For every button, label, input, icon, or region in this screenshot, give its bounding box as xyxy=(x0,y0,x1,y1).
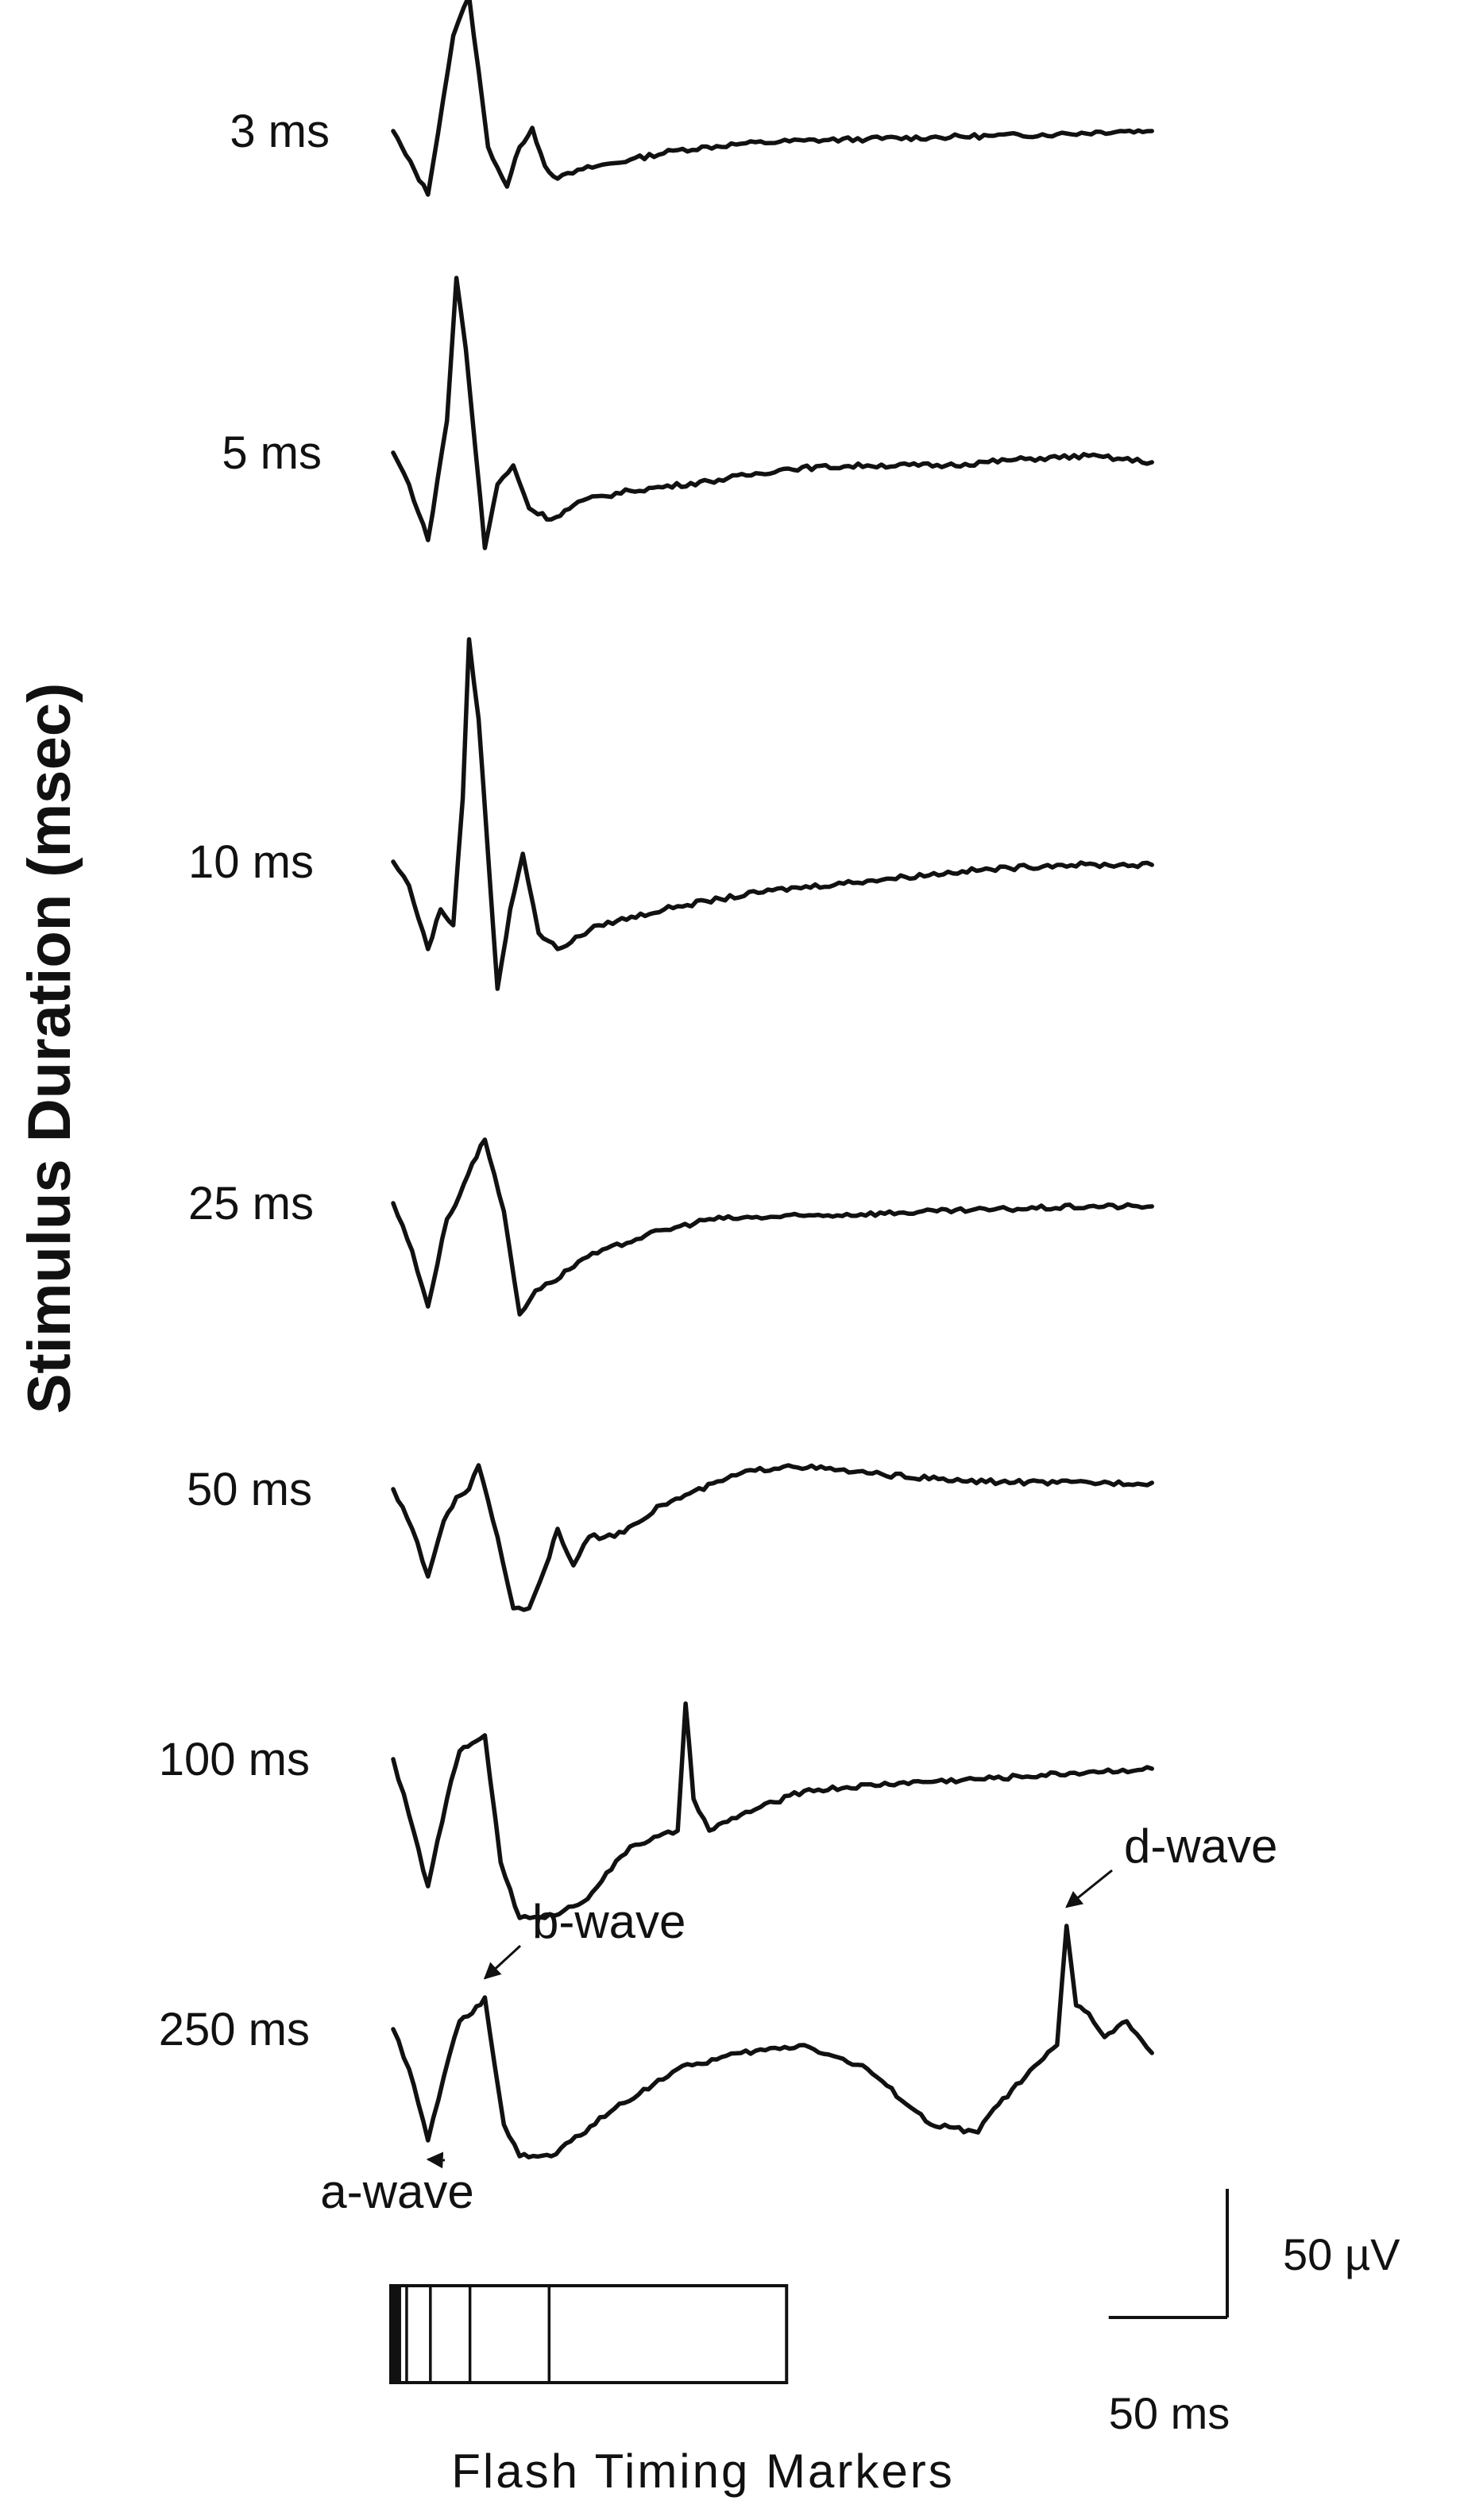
trace-label: 5 ms xyxy=(222,427,322,479)
flash-bar-outline xyxy=(389,2284,789,2384)
trace-line xyxy=(391,1701,1154,1920)
trace-label: 250 ms xyxy=(159,2004,310,2055)
annotation-b-wave: b-wave xyxy=(483,1895,686,1980)
series-25-ms: 25 ms xyxy=(188,1137,1154,1317)
annotations-group: a-wave b-wave d-wave xyxy=(320,1820,1277,2218)
trace-line xyxy=(391,637,1154,991)
series-50-ms: 50 ms xyxy=(187,1463,1154,1612)
trace-label: 25 ms xyxy=(188,1178,314,1229)
annotation-arrow xyxy=(426,2151,446,2169)
annotation-a-wave: a-wave xyxy=(320,2151,474,2218)
trace-line xyxy=(391,276,1154,550)
trace-label: 10 ms xyxy=(188,836,314,888)
trace-line xyxy=(391,0,1154,197)
series-5-ms: 5 ms xyxy=(222,276,1154,550)
trace-label: 50 ms xyxy=(187,1464,312,1515)
y-axis-label: Stimulus Duration (msec) xyxy=(16,683,83,1414)
annotation-text: d-wave xyxy=(1124,1820,1277,1873)
series-250-ms: 250 ms xyxy=(159,1924,1154,2160)
series-100-ms: 100 ms xyxy=(159,1701,1154,1920)
traces-group: 3 ms 5 ms 10 ms 25 ms 50 ms 100 ms 250 ms xyxy=(159,0,1154,2160)
scale-bar-horizontal-label: 50 ms xyxy=(1109,2388,1230,2438)
flash-timing-bar xyxy=(389,2284,789,2384)
annotation-d-wave: d-wave xyxy=(1065,1820,1277,1908)
series-10-ms: 10 ms xyxy=(188,637,1154,991)
trace-label: 3 ms xyxy=(230,106,330,157)
trace-line xyxy=(391,1924,1154,2160)
annotation-text: b-wave xyxy=(532,1895,686,1948)
annotation-arrow xyxy=(1065,1869,1113,1908)
annotation-arrow xyxy=(483,1944,522,1980)
annotation-text: a-wave xyxy=(320,2165,473,2218)
scale-bar-vertical-label: 50 µV xyxy=(1283,2229,1400,2279)
trace-line xyxy=(391,1463,1154,1612)
flash-onset-marker xyxy=(391,2286,399,2383)
trace-line xyxy=(391,1137,1154,1317)
series-3-ms: 3 ms xyxy=(230,0,1154,197)
flash-bar-label: Flash Timing Markers xyxy=(451,2445,954,2498)
scale-bar: 50 µV 50 ms xyxy=(1108,2189,1400,2438)
trace-label: 100 ms xyxy=(159,1734,310,1785)
